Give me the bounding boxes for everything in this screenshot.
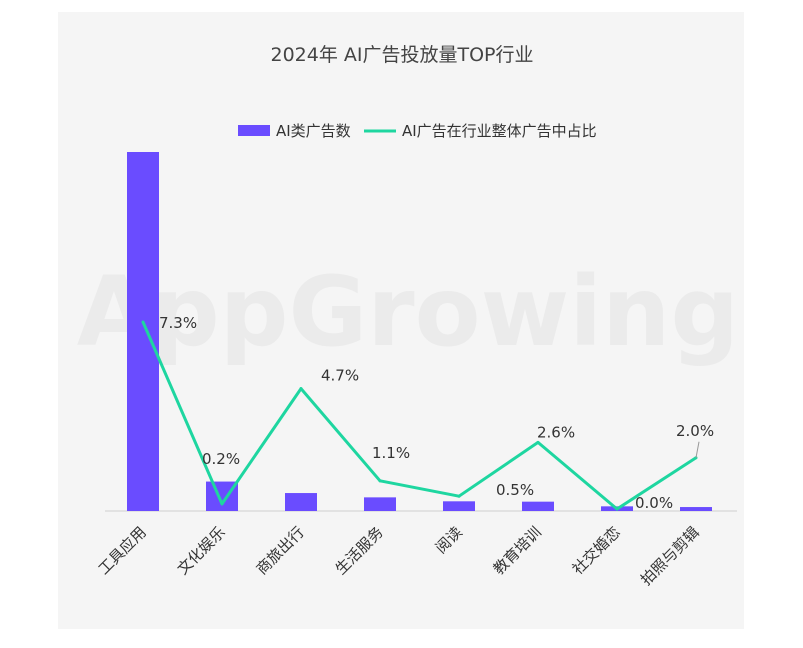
line-point-0	[141, 320, 145, 324]
line-point-1	[220, 502, 224, 506]
data-label-4: 0.5%	[496, 481, 534, 499]
x-tick-2: 商旅出行	[253, 523, 308, 578]
line-point-5	[536, 440, 540, 444]
x-tick-0: 工具应用	[95, 523, 150, 578]
bar-7	[680, 507, 712, 511]
data-label-0: 7.3%	[159, 314, 197, 332]
bar-2	[285, 493, 317, 511]
legend-bar-label: AI类广告数	[276, 122, 351, 140]
ratio-line	[141, 321, 697, 511]
bar-5	[522, 501, 554, 511]
bar-0	[127, 152, 159, 511]
x-tick-4: 阅读	[432, 523, 466, 557]
x-tick-3: 生活服务	[332, 523, 387, 578]
chart-title: 2024年 AI广告投放量TOP行业	[270, 44, 533, 66]
watermark: AppGrowing	[77, 256, 739, 368]
bar-3	[364, 497, 396, 511]
data-label-7: 2.0%	[676, 422, 714, 440]
data-label-3: 1.1%	[372, 444, 410, 462]
line-point-6	[615, 507, 619, 511]
data-labels: 7.3% 0.2% 4.7% 1.1% 0.5% 2.6% 0.0% 2.0%	[159, 314, 714, 512]
line-point-3	[378, 479, 382, 483]
label-leader	[695, 441, 700, 458]
legend: AI类广告数 AI广告在行业整体广告中占比	[238, 122, 597, 140]
legend-line-label: AI广告在行业整体广告中占比	[402, 122, 597, 140]
x-tick-6: 社交婚恋	[569, 523, 624, 578]
line-point-2	[299, 387, 303, 391]
legend-bar-swatch	[238, 125, 270, 136]
data-label-5: 2.6%	[537, 423, 575, 441]
x-tick-7: 拍照与剪辑	[637, 523, 703, 589]
bar-4	[443, 501, 475, 511]
line-series	[141, 320, 698, 511]
data-label-1: 0.2%	[202, 450, 240, 468]
line-point-4	[457, 494, 461, 498]
data-label-6: 0.0%	[635, 494, 673, 512]
x-tick-1: 文化娱乐	[174, 523, 229, 578]
data-label-2: 4.7%	[321, 367, 359, 385]
chart-panel	[58, 12, 744, 629]
x-tick-5: 教育培训	[490, 523, 545, 578]
x-tick-labels: 工具应用 文化娱乐 商旅出行 生活服务 阅读 教育培训 社交婚恋 拍照与剪辑	[95, 523, 703, 589]
